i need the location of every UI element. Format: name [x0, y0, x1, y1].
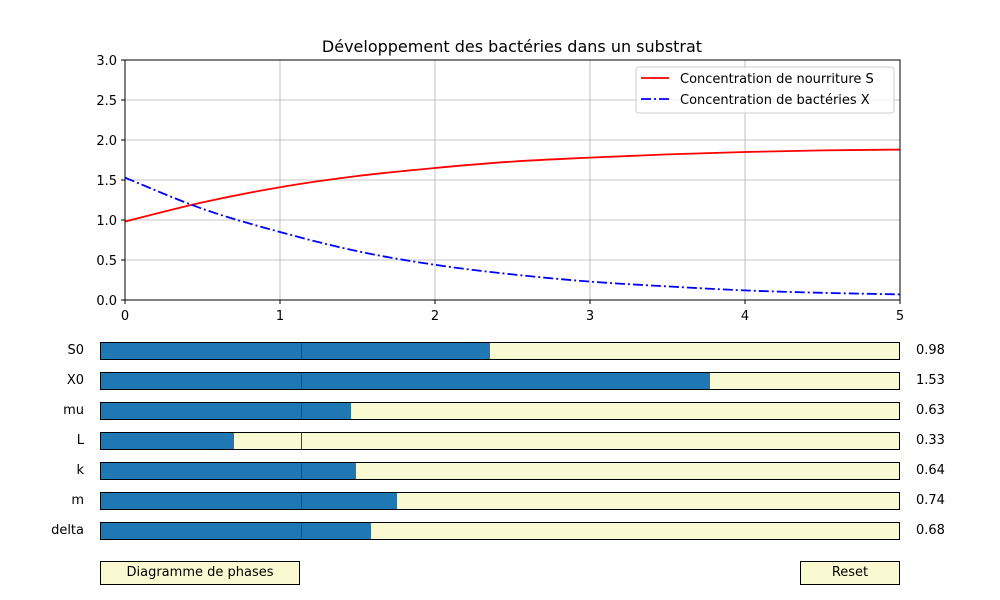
series-line-s	[124, 148, 901, 223]
x-tick-label: 0	[121, 309, 129, 324]
reset-button[interactable]: Reset	[800, 561, 900, 585]
slider-s0[interactable]	[100, 342, 900, 360]
slider-l[interactable]	[100, 432, 900, 450]
x-tick-label: 3	[586, 309, 594, 324]
series-layer	[124, 148, 901, 296]
slider-row-m: m 0.74	[0, 492, 1000, 510]
slider-initial-marker	[300, 343, 302, 359]
x-tick-label: 4	[741, 309, 749, 324]
y-tick-label: 1.0	[96, 214, 117, 229]
slider-fill	[101, 403, 351, 419]
slider-initial-marker	[300, 373, 302, 389]
plot-area: Développement des bactéries dans un subs…	[96, 37, 904, 324]
y-tick-label: 1.5	[96, 174, 117, 189]
legend-box	[635, 66, 895, 114]
slider-mu[interactable]	[100, 402, 900, 420]
slider-fill	[101, 463, 357, 479]
x-tick-label: 1	[276, 309, 284, 324]
slider-label: X0	[66, 373, 84, 388]
slider-value: 0.33	[916, 433, 945, 448]
slider-fill	[101, 523, 371, 539]
slider-fill	[101, 373, 710, 389]
legend-label-x: Concentration de bactéries X	[680, 93, 870, 108]
slider-m[interactable]	[100, 492, 900, 510]
slider-k[interactable]	[100, 462, 900, 480]
slider-row-s0: S0 0.98	[0, 342, 1000, 360]
slider-row-x0: X0 1.53	[0, 372, 1000, 390]
x-axis: 0 1 2 3 4 5	[121, 300, 904, 324]
phase-diagram-button[interactable]: Diagramme de phases	[100, 561, 300, 585]
y-tick-label: 0.0	[96, 294, 117, 309]
x-tick-label: 2	[431, 309, 439, 324]
slider-row-l: L 0.33	[0, 432, 1000, 450]
slider-initial-marker	[300, 463, 302, 479]
slider-delta[interactable]	[100, 522, 900, 540]
slider-x0[interactable]	[100, 372, 900, 390]
slider-label: delta	[51, 523, 84, 538]
y-tick-label: 2.0	[96, 134, 117, 149]
slider-label: m	[71, 493, 84, 508]
slider-initial-marker	[300, 493, 302, 509]
slider-value: 0.68	[916, 523, 945, 538]
slider-value: 0.64	[916, 463, 945, 478]
slider-value: 0.63	[916, 403, 945, 418]
slider-value: 1.53	[916, 373, 945, 388]
y-tick-label: 2.5	[96, 94, 117, 109]
chart-title: Développement des bactéries dans un subs…	[322, 37, 702, 56]
slider-value: 0.98	[916, 343, 945, 358]
slider-label: L	[76, 433, 84, 448]
slider-label: S0	[67, 343, 84, 358]
series-line-x	[124, 176, 901, 296]
slider-fill	[101, 493, 398, 509]
slider-row-delta: delta 0.68	[0, 522, 1000, 540]
legend-label-s: Concentration de nourriture S	[680, 72, 874, 87]
slider-row-k: k 0.64	[0, 462, 1000, 480]
slider-value: 0.74	[916, 493, 945, 508]
slider-row-mu: mu 0.63	[0, 402, 1000, 420]
y-tick-label: 3.0	[96, 54, 117, 69]
y-axis: 0.0 0.5 1.0 1.5 2.0 2.5 3.0	[96, 54, 125, 309]
slider-initial-marker	[300, 523, 302, 539]
slider-label: mu	[63, 403, 84, 418]
slider-label: k	[76, 463, 84, 478]
slider-initial-marker	[300, 403, 302, 419]
x-tick-label: 5	[896, 309, 904, 324]
legend: Concentration de nourriture S Concentrat…	[635, 66, 895, 114]
slider-fill	[101, 343, 491, 359]
slider-fill	[101, 433, 235, 449]
slider-initial-marker	[300, 433, 302, 449]
y-tick-label: 0.5	[96, 254, 117, 269]
